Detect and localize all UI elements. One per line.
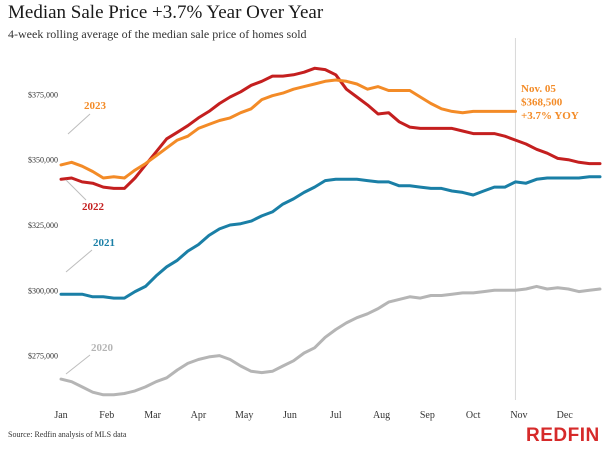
- series-callout-2023: [67, 113, 91, 135]
- source-note: Source: Redfin analysis of MLS data: [8, 430, 127, 439]
- y-tick-label: $350,000: [28, 156, 58, 165]
- series-callout-2022: [65, 179, 87, 201]
- y-tick-label: $325,000: [28, 221, 58, 230]
- chart-title: Median Sale Price +3.7% Year Over Year: [8, 2, 324, 23]
- series-label-2022: 2022: [82, 201, 105, 213]
- y-tick-label: $275,000: [28, 352, 58, 361]
- series-line-2021: [59, 175, 602, 300]
- y-tick-label: $375,000: [28, 90, 58, 99]
- x-tick-label: Nov: [510, 410, 527, 421]
- x-tick-label: Aug: [373, 410, 390, 421]
- x-tick-label: Mar: [144, 410, 161, 421]
- series-line-2023: [59, 78, 517, 180]
- annotation-line-2: $368,500: [521, 97, 563, 109]
- x-tick-label: Jan: [54, 410, 67, 421]
- x-tick-label: Jun: [283, 410, 297, 421]
- series-label-2023: 2023: [84, 100, 107, 112]
- annotation-line-3: +3.7% YOY: [521, 110, 579, 122]
- annotation: Nov. 05 $368,500+3.7% YOY: [521, 83, 579, 122]
- y-tick-label: $300,000: [28, 286, 58, 295]
- series-lines: [59, 66, 602, 397]
- series-label-2020: 2020: [91, 342, 114, 354]
- series-line-2022: [59, 66, 602, 190]
- annotation-line-1: Nov. 05: [521, 83, 556, 95]
- x-tick-label: Apr: [191, 410, 207, 421]
- series-callout-2021: [65, 249, 93, 273]
- series-line-2020: [59, 284, 602, 397]
- x-axis: Jan Feb Mar Apr May Jun Jul Aug Sep Oct Nov Dec: [54, 410, 573, 421]
- series-label-2021: 2021: [93, 237, 115, 249]
- series-label-callouts: [65, 113, 93, 375]
- x-tick-label: Jul: [330, 410, 342, 421]
- y-axis: $275,000 $300,000 $325,000 $350,000 $375,000: [28, 90, 58, 360]
- redfin-logo: REDFIN: [526, 425, 600, 446]
- series-callout-2020: [65, 354, 91, 375]
- x-tick-label: Sep: [420, 410, 435, 421]
- x-tick-label: May: [235, 410, 253, 421]
- x-tick-label: Dec: [557, 410, 574, 421]
- series-labels: 2020 2021 2022 2023: [82, 100, 115, 354]
- x-tick-label: Oct: [466, 410, 481, 421]
- x-tick-label: Feb: [99, 410, 114, 421]
- chart-subtitle: 4-week rolling average of the median sal…: [8, 27, 307, 41]
